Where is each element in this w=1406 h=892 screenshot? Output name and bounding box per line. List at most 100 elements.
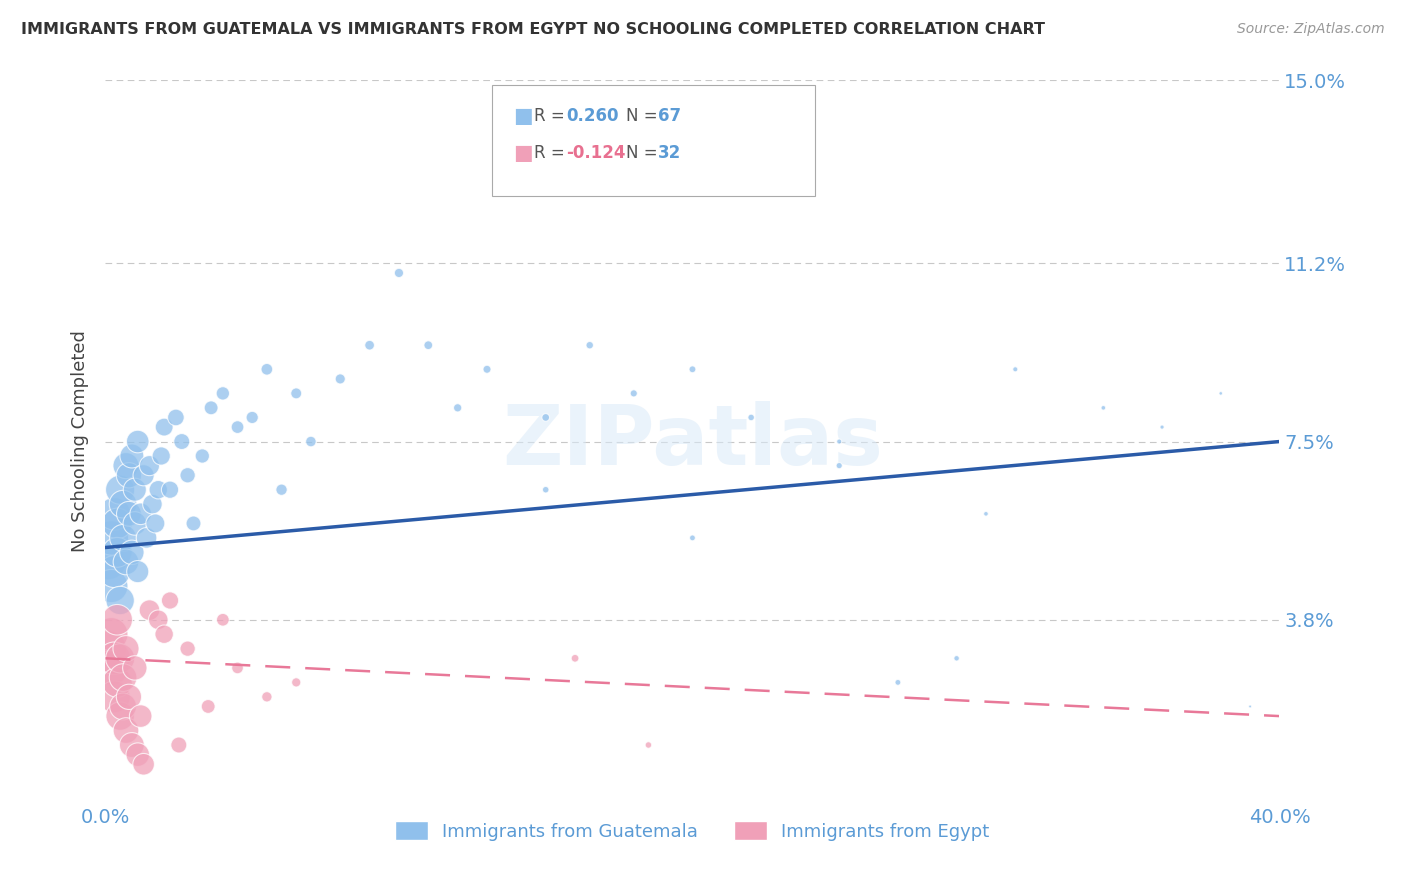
Point [682, 362, 704, 376]
Point [211, 613, 233, 627]
Point [578, 338, 600, 352]
Point [285, 386, 308, 401]
Text: 0.260: 0.260 [567, 107, 619, 125]
Point [637, 738, 659, 752]
Point [359, 338, 381, 352]
Point [148, 613, 170, 627]
Point [97, 641, 120, 656]
Point [945, 651, 967, 665]
Point [159, 593, 181, 607]
Point [418, 338, 440, 352]
Point [285, 675, 308, 690]
Point [143, 516, 166, 531]
Text: R =: R = [534, 107, 571, 125]
Text: 32: 32 [658, 145, 682, 162]
Point [623, 386, 645, 401]
Point [135, 531, 157, 545]
Point [534, 410, 557, 425]
Point [475, 362, 498, 376]
Point [138, 603, 160, 617]
Point [183, 516, 205, 531]
Point [176, 641, 198, 656]
Point [115, 723, 138, 738]
Point [226, 661, 249, 675]
Point [176, 468, 198, 483]
Text: ZIPatlas: ZIPatlas [502, 401, 883, 482]
Point [127, 434, 149, 449]
Point [138, 458, 160, 473]
Point [1209, 386, 1232, 401]
Text: ■: ■ [513, 144, 533, 163]
Point [112, 497, 135, 511]
Text: Source: ZipAtlas.com: Source: ZipAtlas.com [1237, 22, 1385, 37]
Point [100, 531, 122, 545]
Point [129, 709, 152, 723]
Point [100, 579, 122, 593]
Point [150, 449, 173, 463]
Point [974, 507, 997, 521]
Point [153, 627, 176, 641]
Point [103, 507, 125, 521]
Point [256, 362, 278, 376]
Point [103, 690, 125, 704]
Point [118, 690, 141, 704]
Legend: Immigrants from Guatemala, Immigrants from Egypt: Immigrants from Guatemala, Immigrants fr… [388, 814, 997, 848]
Point [148, 483, 170, 497]
Text: 67: 67 [658, 107, 681, 125]
Point [1150, 420, 1173, 434]
Point [256, 690, 278, 704]
Point [165, 410, 187, 425]
Point [447, 401, 470, 415]
Point [564, 651, 586, 665]
Point [103, 651, 125, 665]
Text: R =: R = [534, 145, 571, 162]
Point [105, 613, 128, 627]
Point [105, 516, 128, 531]
Y-axis label: No Schooling Completed: No Schooling Completed [72, 331, 90, 552]
Point [153, 420, 176, 434]
Point [115, 458, 138, 473]
Text: N =: N = [626, 107, 662, 125]
Point [112, 671, 135, 685]
Text: IMMIGRANTS FROM GUATEMALA VS IMMIGRANTS FROM EGYPT NO SCHOOLING COMPLETED CORREL: IMMIGRANTS FROM GUATEMALA VS IMMIGRANTS … [21, 22, 1045, 37]
Point [108, 593, 131, 607]
Point [112, 531, 135, 545]
Point [132, 757, 155, 772]
Point [124, 661, 146, 675]
Point [121, 738, 143, 752]
Point [108, 483, 131, 497]
Text: -0.124: -0.124 [567, 145, 626, 162]
Point [121, 545, 143, 559]
Point [103, 565, 125, 579]
Point [1004, 362, 1026, 376]
Point [388, 266, 411, 280]
Point [100, 627, 122, 641]
Point [211, 386, 233, 401]
Point [100, 661, 122, 675]
Text: ■: ■ [513, 106, 533, 126]
Point [191, 449, 214, 463]
Point [121, 449, 143, 463]
Text: N =: N = [626, 145, 662, 162]
Point [170, 434, 193, 449]
Point [132, 468, 155, 483]
Point [127, 747, 149, 762]
Point [115, 641, 138, 656]
Point [887, 675, 910, 690]
Point [124, 516, 146, 531]
Point [105, 675, 128, 690]
Point [159, 483, 181, 497]
Point [534, 483, 557, 497]
Point [124, 483, 146, 497]
Point [270, 483, 292, 497]
Point [141, 497, 163, 511]
Point [1092, 401, 1115, 415]
Point [112, 699, 135, 714]
Point [105, 545, 128, 559]
Point [740, 410, 762, 425]
Point [129, 507, 152, 521]
Point [167, 738, 190, 752]
Point [118, 468, 141, 483]
Point [240, 410, 263, 425]
Point [97, 555, 120, 569]
